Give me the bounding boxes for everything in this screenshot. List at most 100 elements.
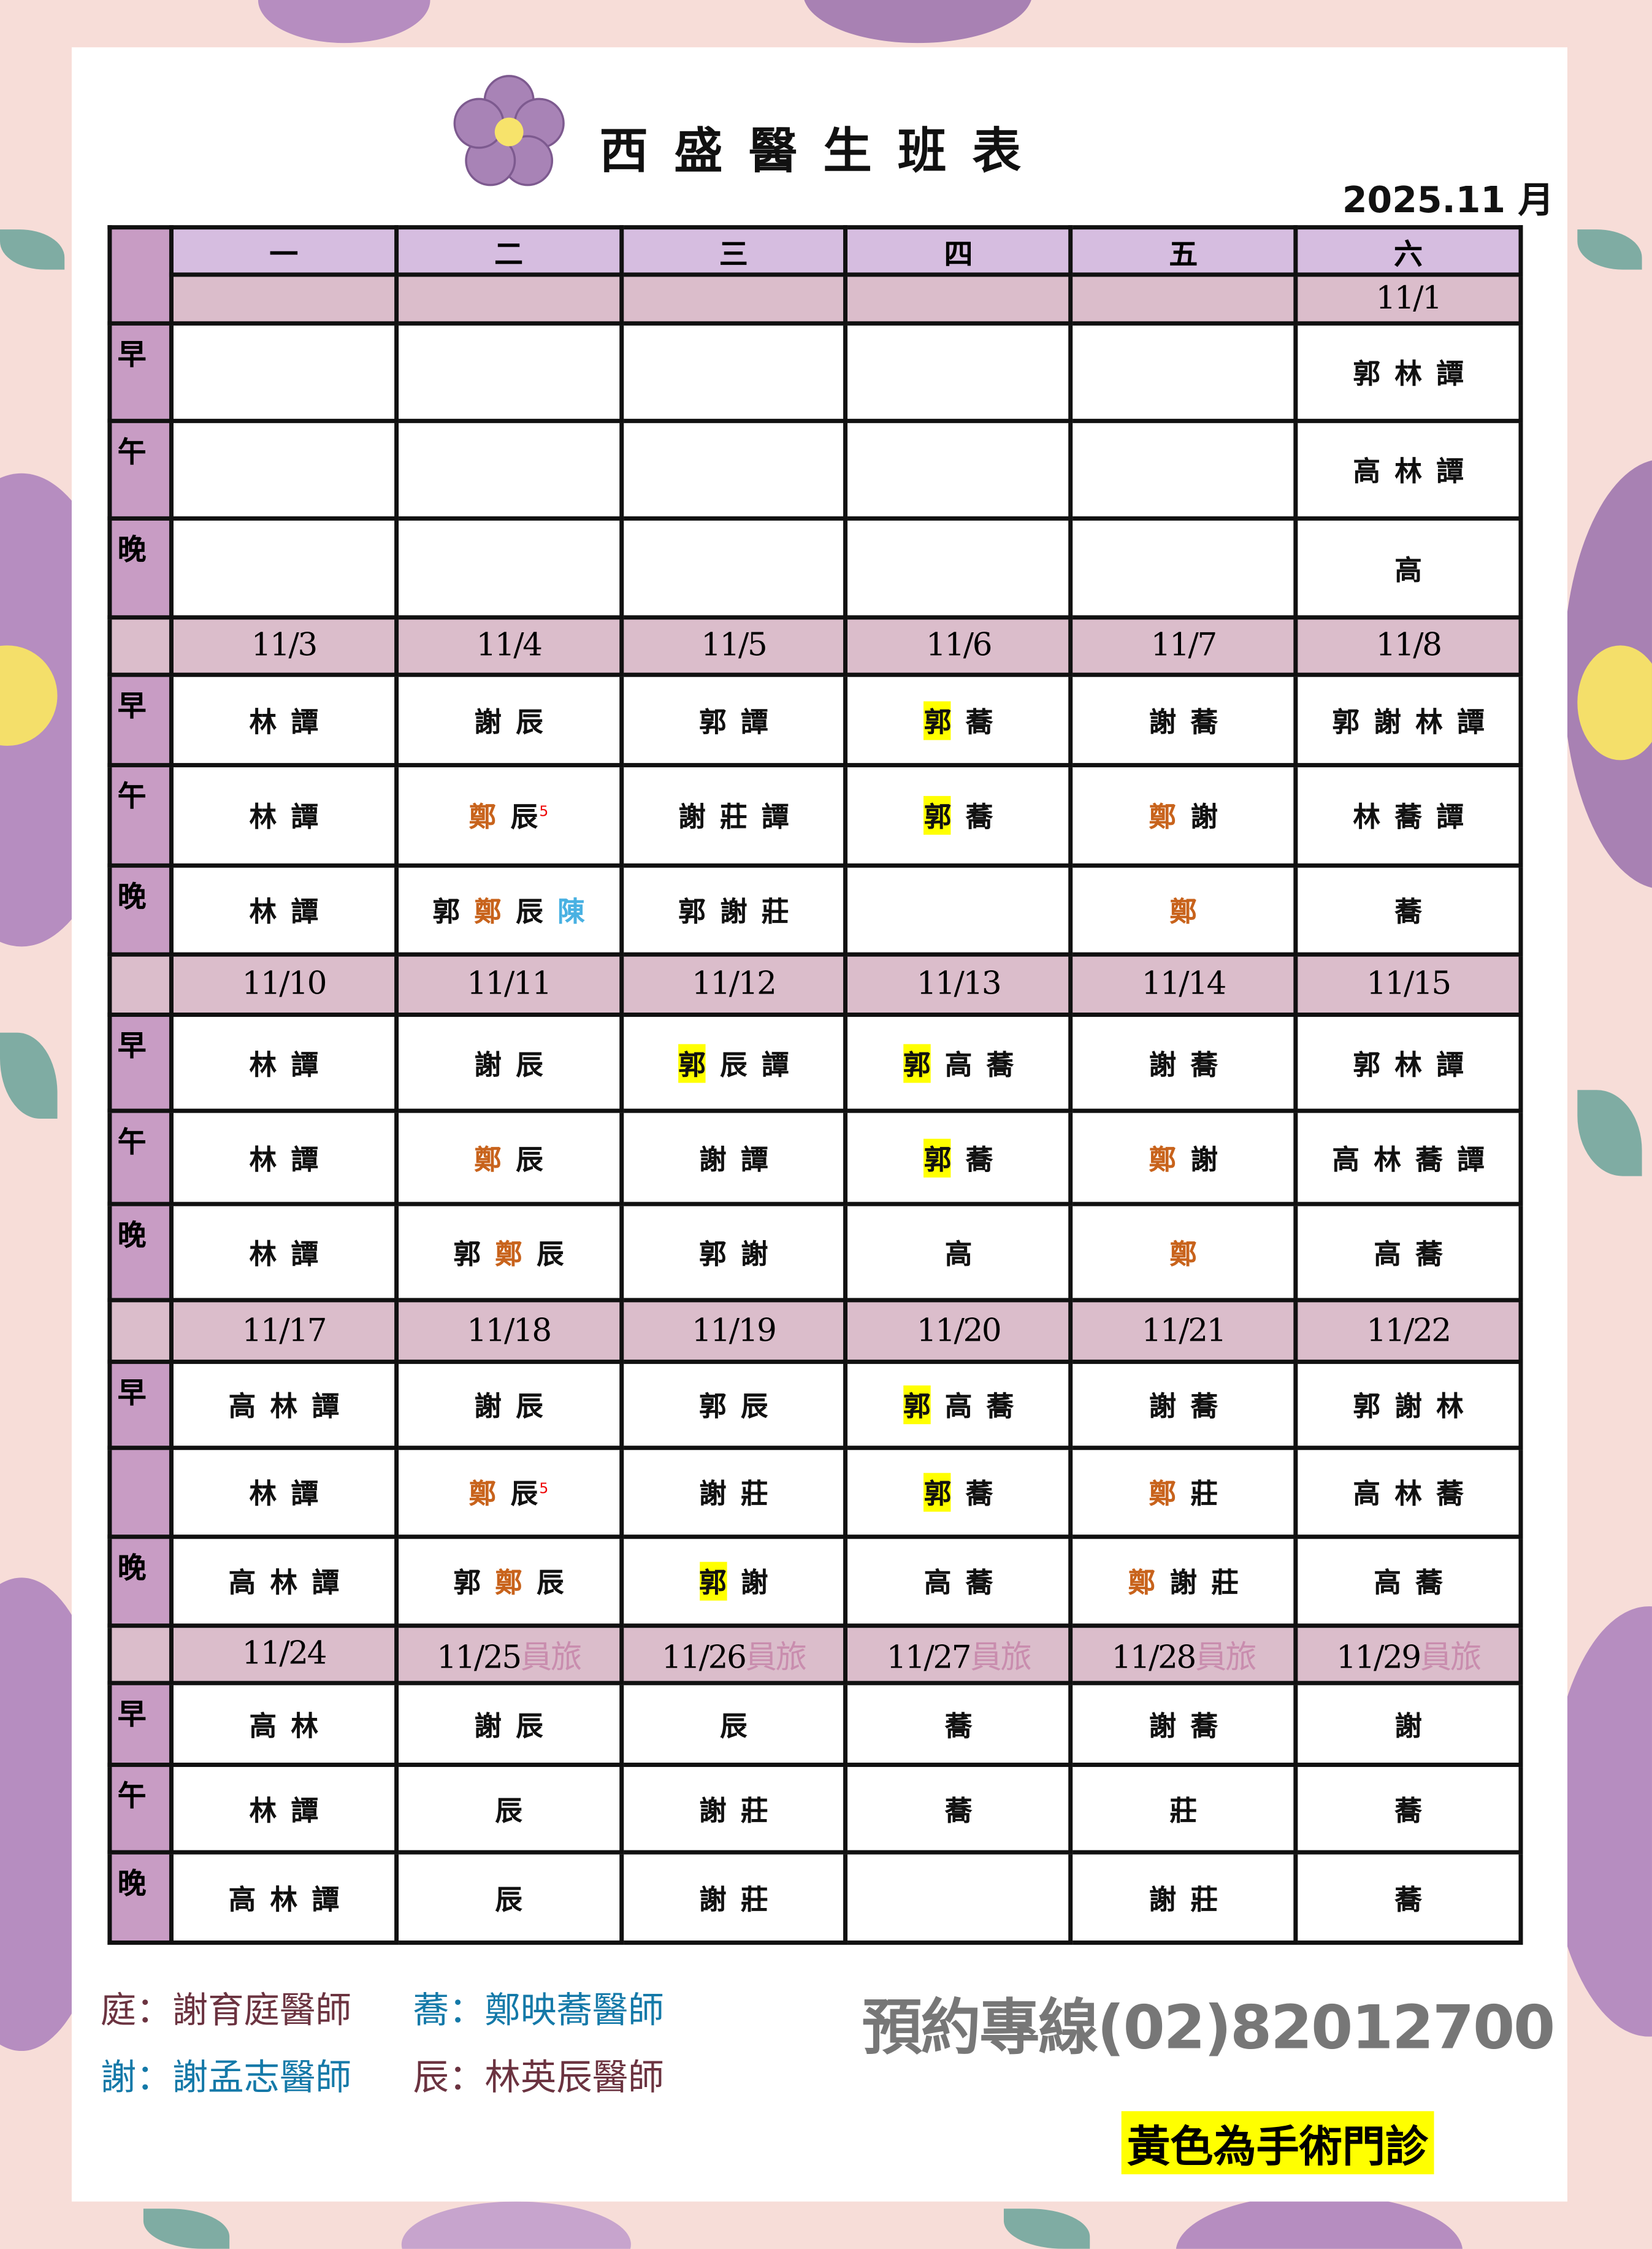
surgery-doctor-tag: 郭 bbox=[678, 1043, 706, 1082]
schedule-cell: 郭謝 bbox=[619, 1201, 849, 1303]
shift-label: 晚 bbox=[107, 863, 174, 957]
staff-trip-note: 員旅 bbox=[1195, 1640, 1257, 1676]
doctor-tag: 莊 bbox=[740, 1795, 768, 1827]
date-cell: 11/1 bbox=[1293, 272, 1523, 326]
schedule-cell: 郭林譚 bbox=[1293, 321, 1523, 423]
doctor-tag: 郭 bbox=[1332, 706, 1360, 738]
doctor-tag: 林 bbox=[1394, 358, 1422, 391]
doctor-tag: 林 bbox=[270, 1567, 298, 1600]
shift-label: 早 bbox=[107, 1359, 174, 1450]
shift-row: 午林譚辰謝莊蕎莊蕎 bbox=[107, 1763, 1523, 1855]
date-cell: 11/7 bbox=[1068, 615, 1298, 677]
doctor-tag: 林 bbox=[1394, 456, 1422, 488]
side-blank bbox=[107, 952, 174, 1017]
doctor-tag: 謝 bbox=[699, 1143, 727, 1176]
doctor-tag: 鄭 bbox=[468, 1478, 497, 1511]
doctor-tag: 郭 bbox=[1353, 1391, 1380, 1423]
doctor-tag: 郭 bbox=[432, 896, 461, 929]
shift-row: 早高林譚謝辰郭辰郭高蕎謝蕎郭謝林 bbox=[107, 1359, 1523, 1450]
schedule-cell: 林譚 bbox=[169, 1012, 399, 1113]
doctor-tag: 譚 bbox=[312, 1883, 339, 1916]
doctor-tag: 高 bbox=[944, 1238, 973, 1270]
date-cell bbox=[1068, 272, 1298, 326]
schedule-cell bbox=[169, 418, 399, 521]
doctor-tag: 謝 bbox=[1149, 1883, 1177, 1916]
schedule-cell: 鄭謝 bbox=[1068, 763, 1298, 868]
schedule-cell: 林蕎譚 bbox=[1293, 763, 1523, 868]
weekday-header: 五 bbox=[1068, 225, 1298, 277]
date-label: 11/12 bbox=[691, 967, 777, 1003]
doctor-tag: 蕎 bbox=[1415, 1143, 1443, 1176]
doctor-tag: 辰 bbox=[516, 706, 543, 738]
date-cell: 11/3 bbox=[169, 615, 399, 677]
schedule-cell: 蕎 bbox=[844, 1763, 1073, 1855]
doctor-tag: 謝 bbox=[474, 1049, 502, 1081]
schedule-cell bbox=[619, 418, 849, 521]
schedule-cell: 高林譚 bbox=[169, 1359, 399, 1450]
shift-row: 早林譚謝辰郭辰譚郭高蕎謝蕎郭林譚 bbox=[107, 1012, 1523, 1113]
doctor-tag: 辰 bbox=[516, 1391, 543, 1423]
date-label: 11/7 bbox=[1150, 628, 1218, 664]
date-label: 11/17 bbox=[242, 1312, 327, 1349]
schedule-cell: 辰 bbox=[394, 1850, 624, 1945]
shift-row: 早林譚謝辰郭譚郭蕎謝蕎郭謝林譚 bbox=[107, 672, 1523, 768]
date-cell: 11/11 bbox=[394, 952, 624, 1017]
schedule-cell: 高林譚 bbox=[169, 1850, 399, 1945]
doctor-tag: 林 bbox=[291, 1710, 318, 1742]
doctor-tag: 謝 bbox=[740, 1238, 768, 1270]
doctor-tag: 譚 bbox=[291, 1238, 318, 1270]
date-label: 11/29 bbox=[1336, 1640, 1421, 1676]
doctor-tag: 蕎 bbox=[1190, 1710, 1218, 1742]
surgery-note: 黃色為手術門診 bbox=[1121, 2111, 1434, 2175]
legend-doctor-ting: 庭：謝育庭醫師 bbox=[100, 1989, 351, 2031]
date-cell: 11/6 bbox=[844, 615, 1073, 677]
date-row: 11/10 11/11 11/12 11/13 11/14 11/15 bbox=[107, 952, 1523, 1017]
schedule-cell: 郭蕎 bbox=[844, 763, 1073, 868]
date-label: 11/24 bbox=[242, 1636, 327, 1672]
date-label: 11/21 bbox=[1141, 1312, 1226, 1349]
footnote-marker: 5 bbox=[539, 1481, 549, 1497]
staff-trip-note: 員旅 bbox=[1420, 1640, 1482, 1676]
shift-label: 早 bbox=[107, 1680, 174, 1768]
schedule-cell bbox=[394, 516, 624, 620]
date-row: 11/24 11/25員旅 11/26員旅 11/27員旅 11/28員旅 11/29員旅 bbox=[107, 1623, 1523, 1685]
doctor-tag: 譚 bbox=[291, 896, 318, 929]
shift-label bbox=[107, 1446, 174, 1539]
doctor-tag: 莊 bbox=[1190, 1478, 1218, 1511]
date-label: 11/1 bbox=[1375, 281, 1442, 317]
doctor-tag: 林 bbox=[1394, 1049, 1422, 1081]
doctor-tag: 莊 bbox=[720, 802, 748, 833]
schedule-cell: 林譚 bbox=[169, 672, 399, 768]
shift-row: 早高林謝辰辰蕎謝蕎謝 bbox=[107, 1680, 1523, 1768]
doctor-tag: 蕎 bbox=[1415, 1238, 1443, 1270]
doctor-tag: 辰 bbox=[510, 802, 538, 833]
date-cell: 11/20 bbox=[844, 1298, 1073, 1364]
doctor-tag: 莊 bbox=[761, 896, 789, 929]
schedule-cell bbox=[1068, 321, 1298, 423]
schedule-cell: 高林蕎譚 bbox=[1293, 1108, 1523, 1206]
schedule-cell: 謝辰 bbox=[394, 672, 624, 768]
side-blank bbox=[107, 615, 174, 677]
doctor-tag: 辰 bbox=[537, 1567, 564, 1600]
doctor-tag: 謝 bbox=[1190, 802, 1218, 833]
schedule-cell: 高林 bbox=[169, 1680, 399, 1768]
schedule-cell bbox=[844, 516, 1073, 620]
doctor-tag: 譚 bbox=[291, 706, 318, 738]
doctor-tag: 莊 bbox=[1190, 1883, 1218, 1916]
date-cell: 11/27員旅 bbox=[844, 1623, 1073, 1685]
date-label: 11/3 bbox=[251, 628, 318, 664]
doctor-tag: 譚 bbox=[1436, 802, 1464, 833]
doctor-tag: 蕎 bbox=[1394, 1883, 1422, 1916]
doctor-tag: 謝 bbox=[1149, 1049, 1177, 1081]
schedule-cell: 謝蕎 bbox=[1068, 1359, 1298, 1450]
schedule-cell: 辰 bbox=[619, 1680, 849, 1768]
doctor-tag: 高 bbox=[944, 1049, 973, 1081]
doctor-tag: 譚 bbox=[740, 1143, 768, 1176]
doctor-tag: 郭 bbox=[1353, 1049, 1380, 1081]
date-cell bbox=[844, 272, 1073, 326]
shift-row: 晚高林譚辰謝莊謝莊蕎 bbox=[107, 1850, 1523, 1945]
date-label: 11/15 bbox=[1366, 967, 1451, 1003]
doctor-tag: 高 bbox=[1353, 456, 1380, 488]
